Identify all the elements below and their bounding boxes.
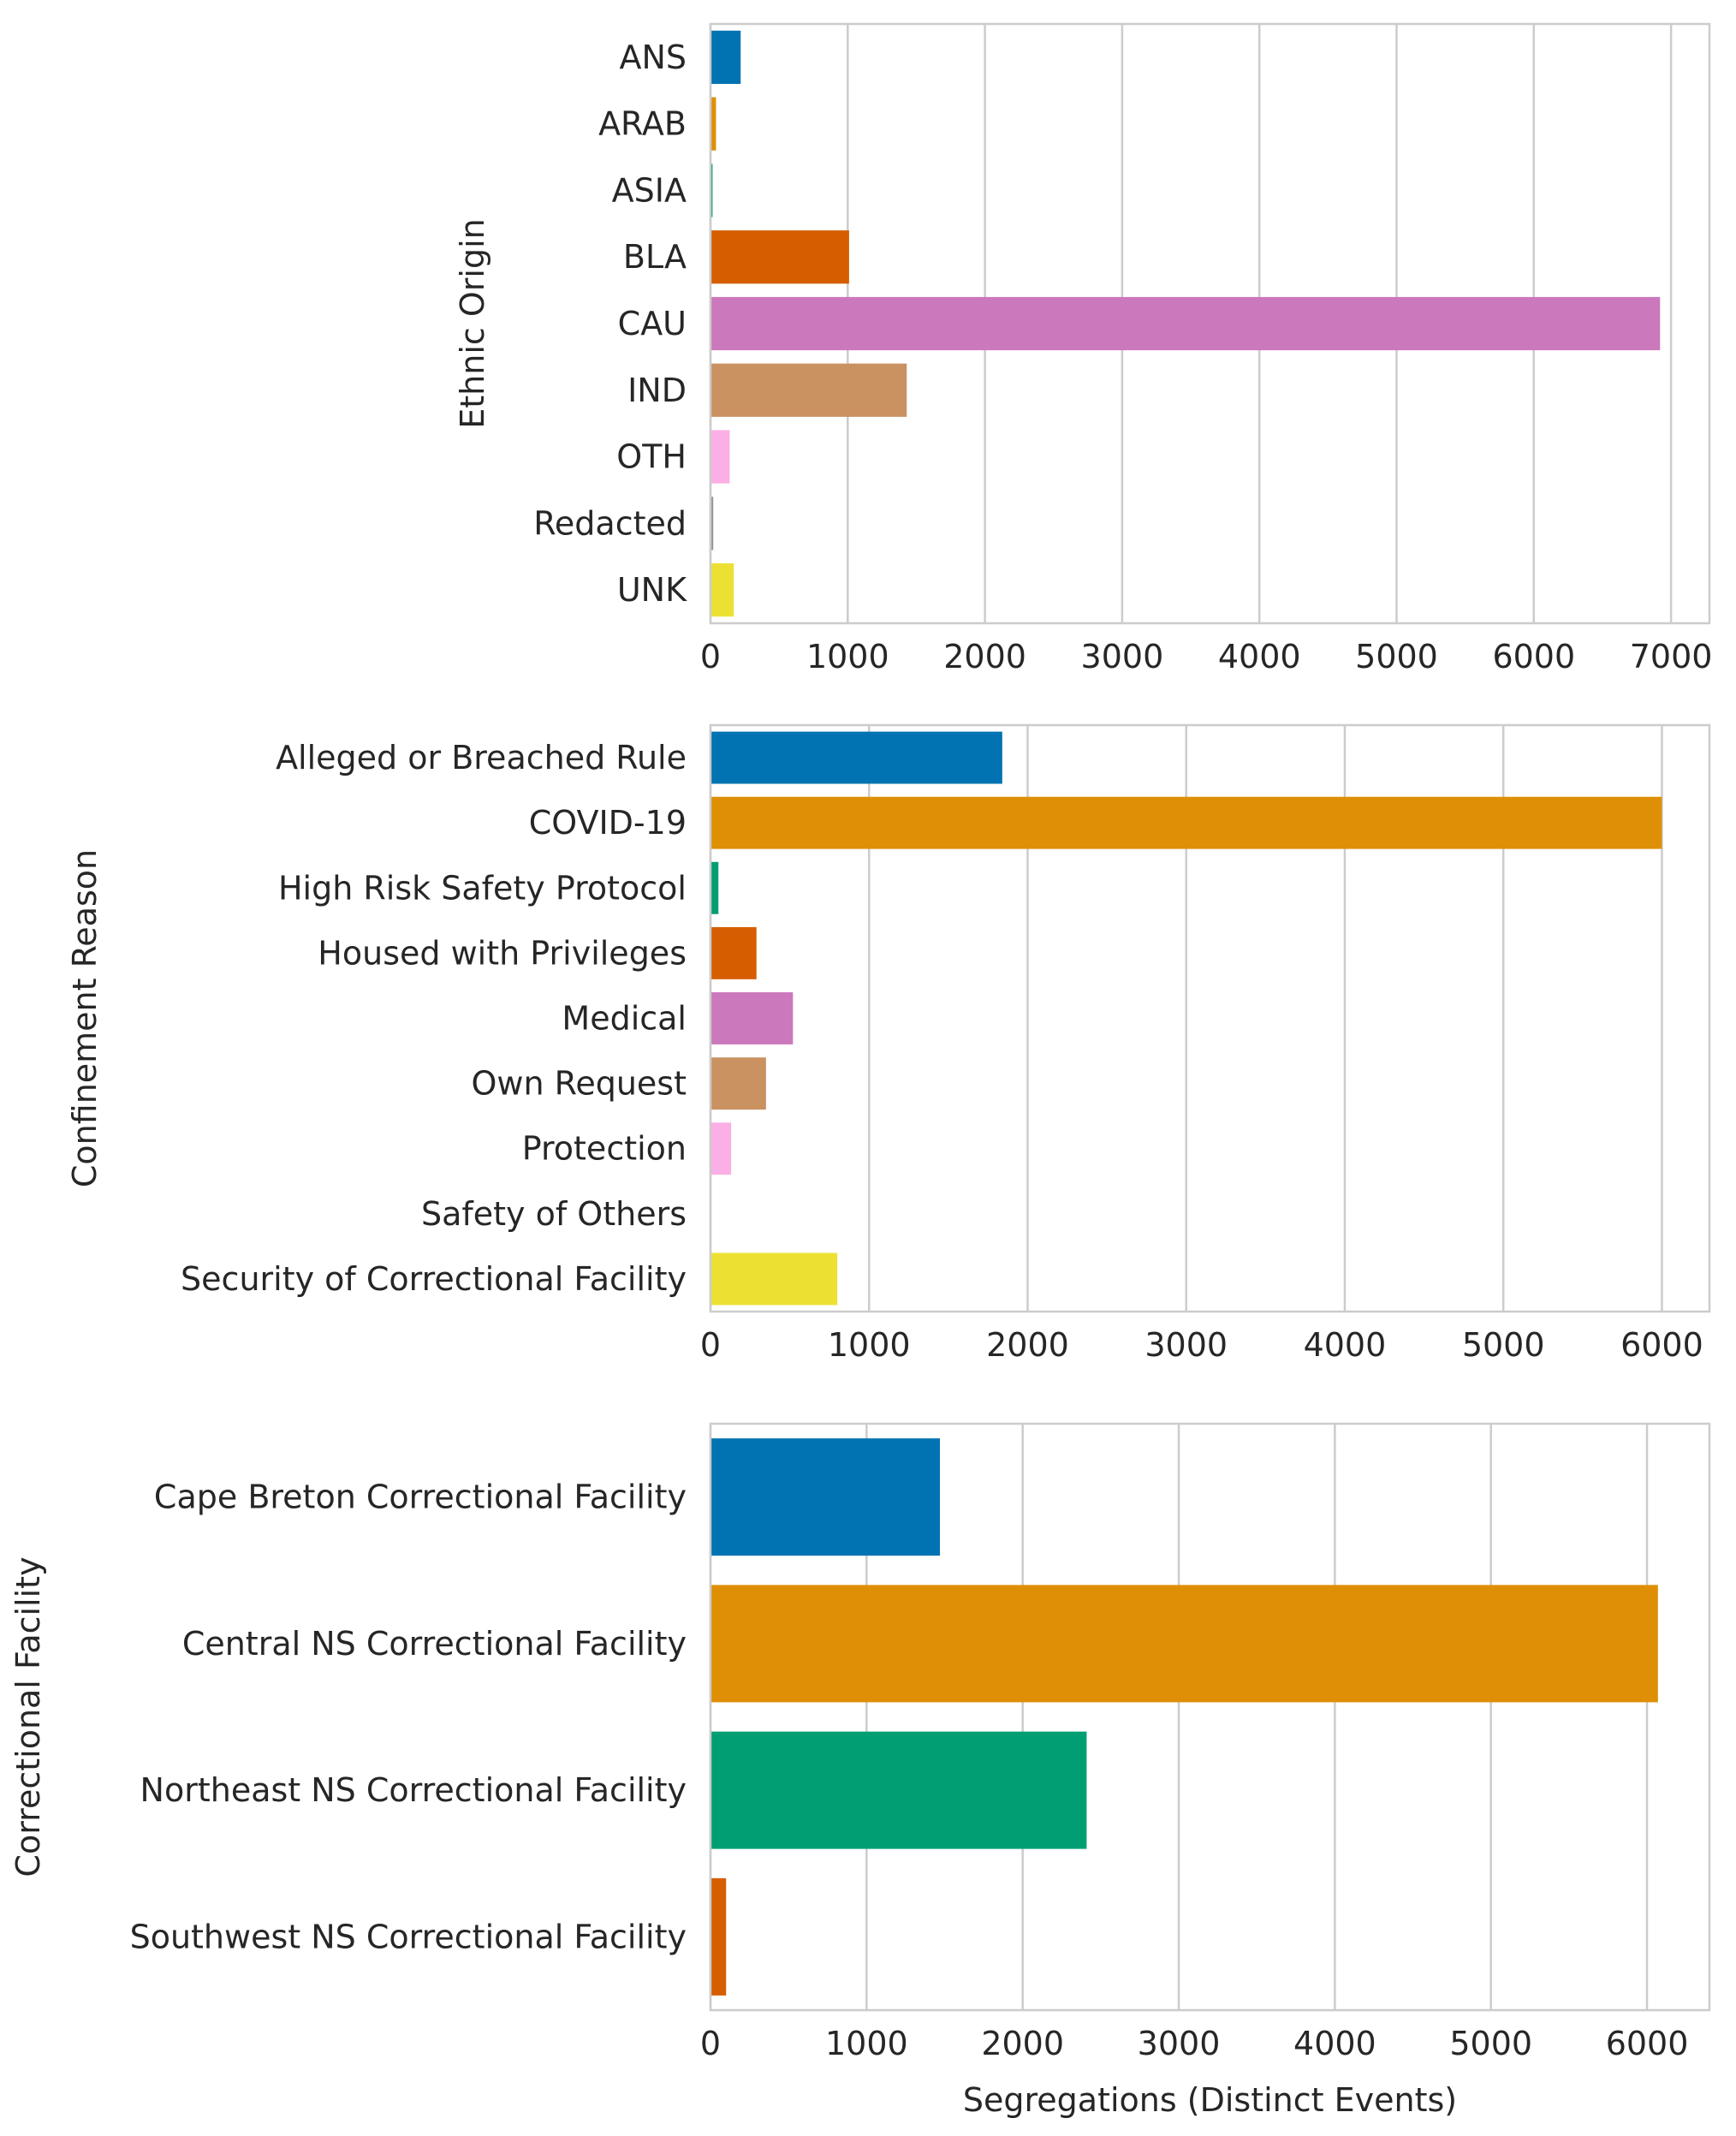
x-tick-label: 5000 — [1449, 2025, 1532, 2062]
x-tick-label: 7000 — [1630, 638, 1713, 675]
category-label: OTH — [616, 438, 687, 476]
subplot-1: 0 1000 2000 3000 4000 5000 6000 7000 ANS ARAB ASIA… — [454, 22, 1713, 675]
bar — [710, 296, 1661, 351]
bar — [710, 731, 1002, 784]
bar — [710, 30, 741, 84]
category-label: IND — [627, 372, 687, 409]
y-axis-label: Ethnic Origin — [454, 218, 491, 428]
x-tick-label: 4000 — [1218, 638, 1301, 675]
x-axis-label: Segregations (Distinct Events) — [963, 2081, 1457, 2119]
bar — [710, 430, 730, 484]
category-label: ANS — [619, 39, 687, 76]
category-label: Alleged or Breached Rule — [276, 739, 687, 776]
bar — [710, 97, 716, 151]
category-label: Own Request — [471, 1065, 687, 1103]
category-label: Central NS Correctional Facility — [182, 1625, 687, 1663]
x-tick-label: 3000 — [1144, 1326, 1228, 1364]
category-label: Medical — [562, 1000, 687, 1038]
category-label: COVID-19 — [529, 804, 687, 842]
x-tick-label: 3000 — [1081, 638, 1164, 675]
x-tick-label: 2000 — [981, 2025, 1064, 2062]
axes-frame — [709, 1422, 1711, 2012]
category-label: Southwest NS Correctional Facility — [130, 1918, 687, 1955]
category-label: ASIA — [612, 171, 687, 209]
category-label: Housed with Privileges — [318, 934, 687, 972]
category-label: UNK — [617, 571, 687, 609]
bar — [710, 1585, 1658, 1703]
category-label: ARAB — [598, 105, 687, 143]
x-tick-label: 1000 — [828, 1326, 911, 1364]
x-tick-label: 5000 — [1462, 1326, 1545, 1364]
category-label: Safety of Others — [421, 1195, 687, 1233]
x-tick-label: 5000 — [1355, 638, 1438, 675]
x-tick-label: 3000 — [1138, 2025, 1221, 2062]
category-label: Northeast NS Correctional Facility — [140, 1771, 687, 1809]
bar — [710, 1438, 941, 1556]
x-tick-label: 1000 — [825, 2025, 908, 2062]
x-tick-label: 0 — [700, 638, 721, 675]
bar — [710, 363, 907, 417]
x-tick-label: 2000 — [986, 1326, 1069, 1364]
x-tick-label: 6000 — [1620, 1326, 1703, 1364]
bar — [710, 497, 714, 550]
subplot-2: 0 1000 2000 3000 4000 5000 6000 Alleged or Brea… — [66, 723, 1711, 1364]
bar — [710, 992, 794, 1044]
x-tick-label: 0 — [700, 2025, 721, 2062]
x-tick-label: 1000 — [806, 638, 889, 675]
category-label: Redacted — [533, 504, 687, 542]
category-label: Protection — [522, 1130, 687, 1168]
bar — [710, 230, 849, 284]
bar — [710, 1731, 1087, 1849]
category-label: Security of Correctional Facility — [181, 1260, 687, 1298]
x-tick-label: 4000 — [1293, 2025, 1376, 2062]
x-tick-label: 6000 — [1606, 2025, 1689, 2062]
bar — [710, 1252, 838, 1306]
category-label: BLA — [623, 238, 687, 276]
category-label: High Risk Safety Protocol — [278, 869, 687, 907]
bar — [710, 861, 719, 914]
bar — [710, 1057, 766, 1110]
axes-frame — [709, 723, 1711, 1313]
bar — [710, 926, 757, 979]
category-label: CAU — [618, 305, 687, 342]
x-tick-label: 0 — [700, 1326, 721, 1364]
bar — [710, 563, 734, 617]
category-label: Cape Breton Correctional Facility — [154, 1479, 687, 1516]
x-tick-label: 4000 — [1304, 1326, 1387, 1364]
x-tick-label: 2000 — [943, 638, 1026, 675]
subplot-3: 0 1000 2000 3000 4000 5000 6000 Cape Breton Cor… — [9, 1422, 1711, 2119]
axes-frame — [709, 22, 1711, 625]
bar — [710, 1877, 727, 1996]
bar — [710, 1122, 732, 1175]
y-axis-label: Correctional Facility — [9, 1556, 47, 1877]
x-tick-label: 6000 — [1492, 638, 1575, 675]
bar — [710, 796, 1662, 849]
y-axis-label: Confinement Reason — [66, 849, 104, 1187]
